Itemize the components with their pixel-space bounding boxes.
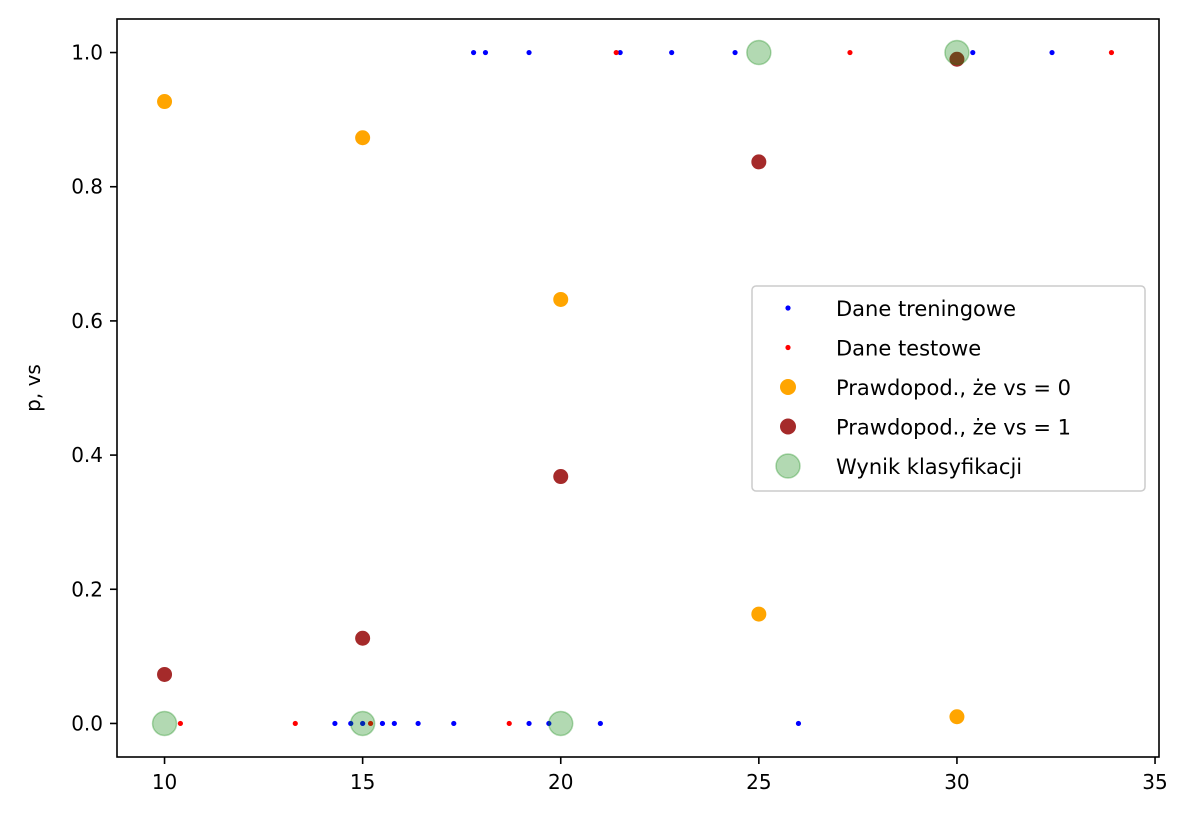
data-point — [292, 720, 298, 727]
data-point — [751, 606, 767, 622]
data-point — [506, 720, 512, 727]
data-point — [482, 49, 489, 56]
x-axis: 10 15 20 25 30 35 — [152, 757, 1168, 794]
data-point — [669, 49, 675, 56]
y-tick-label: 0.2 — [71, 577, 103, 601]
data-point — [751, 154, 767, 170]
data-point — [526, 49, 532, 56]
data-point — [1108, 49, 1115, 56]
series-3 — [157, 51, 965, 682]
legend-marker — [775, 453, 801, 479]
data-point — [391, 720, 397, 727]
y-tick-label: 0.8 — [71, 175, 103, 199]
data-point — [613, 49, 619, 56]
data-point — [547, 710, 574, 737]
y-tick-label: 0.4 — [71, 443, 103, 467]
data-point — [348, 720, 354, 727]
data-point — [847, 49, 853, 56]
y-tick-label: 0.6 — [71, 309, 103, 333]
data-point — [553, 469, 569, 485]
y-tick-label: 0.0 — [71, 711, 103, 735]
data-point — [355, 630, 371, 646]
data-point — [367, 720, 374, 727]
data-point — [379, 720, 386, 727]
y-axis: 0.0 0.2 0.4 0.6 0.8 1.0 — [71, 41, 117, 735]
legend-marker — [785, 305, 791, 311]
legend-marker — [780, 379, 796, 395]
x-tick-label: 15 — [350, 770, 375, 794]
legend-box — [751, 285, 1146, 492]
series-4 — [151, 39, 970, 737]
x-tick-label: 35 — [1142, 770, 1167, 794]
data-point — [349, 710, 376, 737]
data-point — [157, 666, 173, 682]
legend-label: Prawdopod., że vs = 0 — [836, 376, 1071, 400]
series-2 — [157, 94, 965, 725]
legend-marker — [785, 344, 791, 351]
legend: Dane treningowe Dane testowe Prawdopod., ż… — [751, 285, 1146, 492]
plot-frame — [116, 18, 1160, 758]
data-point — [970, 49, 976, 56]
data-point — [732, 49, 738, 56]
legend-label: Dane treningowe — [836, 297, 1016, 321]
data-point — [1049, 49, 1055, 56]
data-point — [949, 51, 965, 67]
data-marks — [151, 39, 1115, 737]
data-point — [746, 39, 772, 66]
legend-label: Dane testowe — [836, 337, 981, 361]
series-0 — [332, 49, 1055, 727]
data-point — [617, 49, 623, 56]
legend-label: Wynik klasyfikacji — [836, 455, 1022, 479]
legend-marker — [780, 418, 796, 435]
data-point — [355, 130, 371, 146]
x-tick-label: 30 — [944, 770, 969, 794]
y-tick-label: 1.0 — [71, 41, 103, 65]
x-tick-label: 20 — [548, 770, 573, 794]
data-point — [415, 720, 421, 727]
data-point — [795, 720, 802, 727]
series-1 — [177, 49, 1115, 727]
data-point — [553, 291, 569, 307]
data-point — [546, 720, 552, 727]
data-point — [597, 720, 603, 727]
data-point — [151, 710, 178, 737]
data-point — [332, 720, 338, 727]
x-tick-label: 25 — [746, 770, 771, 794]
data-point — [949, 709, 965, 725]
data-point — [470, 49, 477, 56]
data-point — [177, 720, 183, 727]
x-tick-label: 10 — [152, 770, 177, 794]
data-point — [360, 720, 366, 727]
y-axis-label: p, vs — [21, 364, 45, 412]
legend-label: Prawdopod., że vs = 1 — [836, 416, 1071, 440]
data-point — [944, 39, 970, 66]
data-point — [451, 720, 457, 727]
data-point — [526, 720, 532, 727]
data-point — [157, 94, 173, 110]
